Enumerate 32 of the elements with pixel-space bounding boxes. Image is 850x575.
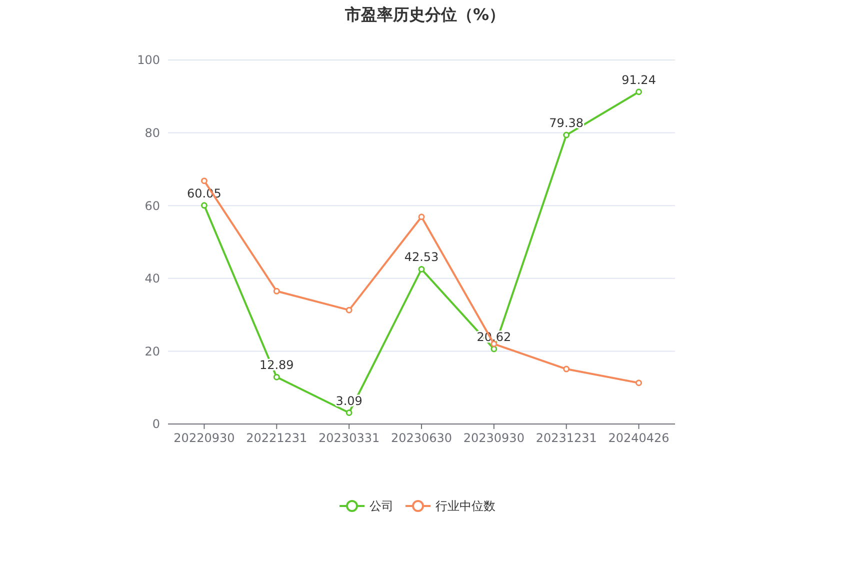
legend-label: 公司 [370, 499, 394, 514]
point [418, 214, 425, 220]
point [563, 132, 570, 138]
y-tick-label: 20 [144, 344, 160, 358]
data-label: 91.24 [622, 72, 656, 87]
chart-title: 市盈率历史分位（%） [344, 5, 506, 24]
x-tick-label: 20231231 [536, 431, 597, 445]
data-label: 42.53 [404, 250, 439, 264]
point [200, 178, 208, 184]
point [273, 288, 280, 294]
y-tick-label: 0 [152, 417, 160, 432]
x-tick-label: 20240426 [608, 431, 670, 445]
point [418, 266, 425, 272]
x-tick-label: 20220930 [174, 431, 235, 445]
point [636, 88, 642, 96]
y-tick-label: 40 [144, 272, 160, 286]
point [200, 202, 208, 209]
point [563, 366, 570, 372]
point [273, 374, 280, 380]
x-tick-label: 20230630 [390, 431, 452, 445]
legend-label: 行业中位数 [436, 499, 496, 514]
point [346, 410, 352, 416]
y-tick-label: 80 [144, 126, 160, 140]
x-tick-label: 20230930 [463, 431, 524, 445]
point [346, 306, 352, 314]
y-tick-label: 100 [137, 53, 160, 68]
x-tick-label: 20221231 [246, 431, 308, 445]
point [490, 346, 498, 352]
data-label: 79.38 [549, 116, 584, 130]
point [636, 380, 642, 386]
x-tick-label: 20230331 [318, 431, 380, 445]
y-tick-label: 60 [144, 198, 160, 213]
